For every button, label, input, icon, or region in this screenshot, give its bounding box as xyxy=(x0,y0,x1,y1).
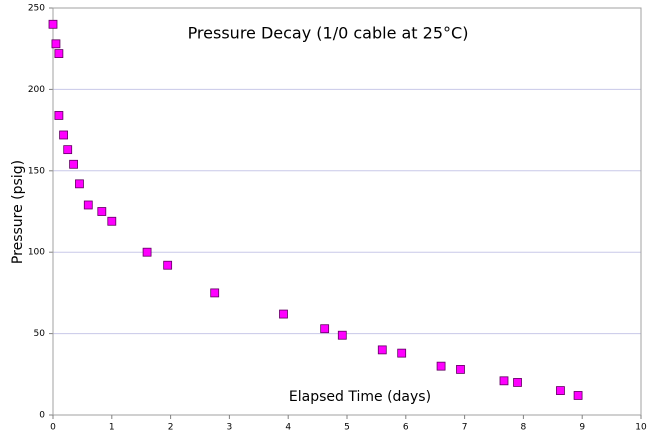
point xyxy=(210,288,220,298)
point xyxy=(63,145,73,155)
x-tick-label: 1 xyxy=(109,423,115,433)
point xyxy=(48,19,58,29)
x-axis-label: Elapsed Time (days) xyxy=(289,389,431,405)
chart-title: Pressure Decay (1/0 cable at 25°C) xyxy=(188,24,469,43)
point xyxy=(54,49,64,58)
point xyxy=(337,330,347,340)
point xyxy=(51,39,61,49)
x-tick-label: 6 xyxy=(403,423,409,433)
point xyxy=(163,260,173,270)
point xyxy=(556,386,565,395)
point xyxy=(279,309,288,319)
x-tick-label: 10 xyxy=(635,423,647,433)
y-tick-label: 0 xyxy=(39,411,45,421)
y-tick-label: 250 xyxy=(28,4,45,14)
x-tick-label: 3 xyxy=(227,423,233,433)
x-tick-label: 0 xyxy=(50,423,56,433)
point xyxy=(320,324,330,334)
x-tick-label: 7 xyxy=(462,423,468,433)
y-tick-label: 200 xyxy=(28,85,45,95)
point xyxy=(54,111,64,120)
point xyxy=(107,216,117,226)
point xyxy=(499,376,509,386)
x-tick-label: 5 xyxy=(344,423,350,433)
x-tick-label: 4 xyxy=(285,423,291,433)
point xyxy=(513,378,522,387)
x-tick-label: 8 xyxy=(521,423,527,433)
y-tick-label: 100 xyxy=(28,248,45,258)
point xyxy=(97,207,107,216)
y-tick-label: 50 xyxy=(34,329,46,339)
point xyxy=(83,200,93,210)
point xyxy=(397,348,407,358)
x-tick-label: 2 xyxy=(168,423,174,433)
point xyxy=(59,130,68,140)
point xyxy=(573,391,583,400)
point xyxy=(75,179,84,189)
point xyxy=(436,361,446,371)
y-tick-label: 150 xyxy=(28,166,45,176)
point xyxy=(456,365,465,374)
point xyxy=(142,247,152,257)
point xyxy=(69,159,78,169)
y-axis-label: Pressure (psig) xyxy=(10,160,26,264)
x-tick-label: 9 xyxy=(579,423,585,433)
point xyxy=(377,345,387,355)
